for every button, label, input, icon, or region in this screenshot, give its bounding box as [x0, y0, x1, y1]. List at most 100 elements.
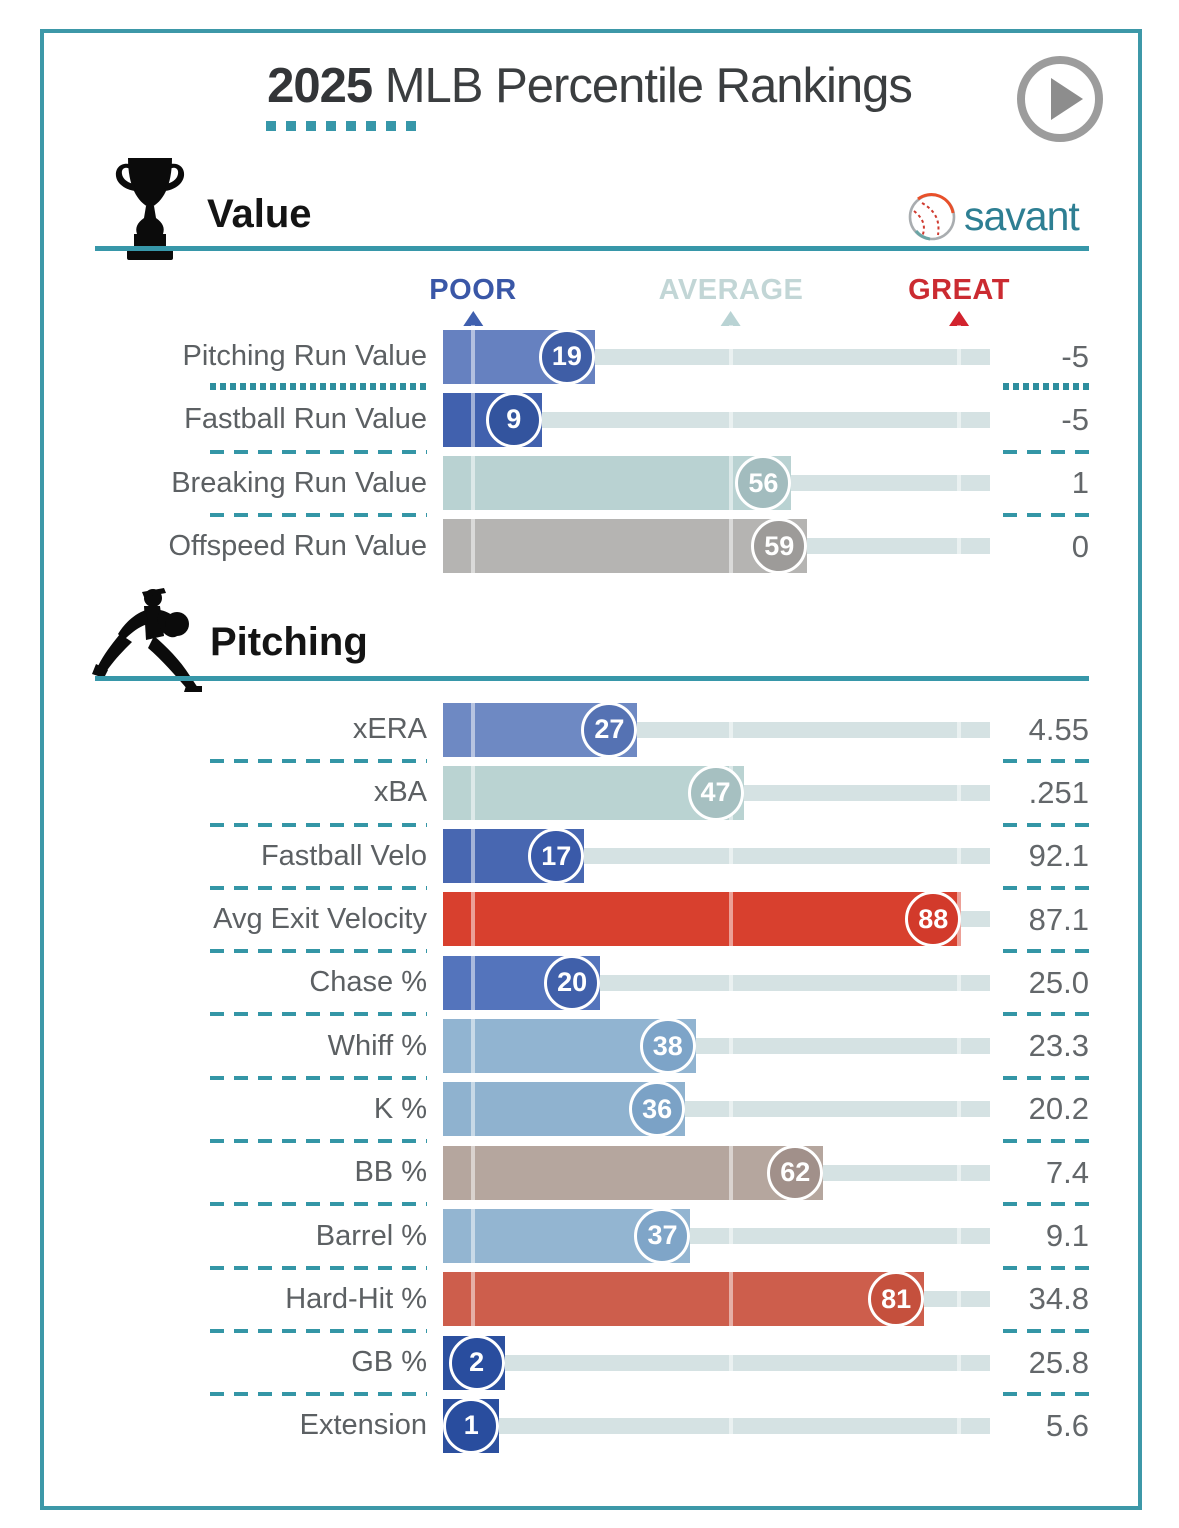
play-icon: [1051, 78, 1083, 120]
metric-value: .251: [1028, 774, 1089, 810]
row-divider: [1003, 1075, 1089, 1080]
pitching-section-rule: [95, 676, 1089, 681]
percentile-badge: 20: [544, 954, 601, 1011]
row-divider: [1003, 1328, 1089, 1333]
metric-row[interactable]: Extension 1 5.6: [0, 1394, 1179, 1458]
metric-row[interactable]: K % 36 20.2: [0, 1077, 1179, 1144]
row-divider: [1003, 383, 1089, 391]
metric-row[interactable]: Pitching Run Value 19 -5: [0, 325, 1179, 391]
metric-row[interactable]: BB % 62 7.4: [0, 1141, 1179, 1207]
play-button[interactable]: [1017, 56, 1103, 142]
percentile-badge: 2: [448, 1334, 505, 1391]
metric-row[interactable]: Avg Exit Velocity 88 87.1: [0, 887, 1179, 954]
percentile-chart: 2: [443, 1330, 990, 1395]
percentile-number: 47: [700, 777, 731, 808]
percentile-chart: 88: [443, 887, 990, 952]
percentile-bar: [443, 1272, 925, 1327]
metric-label: xBA: [373, 776, 427, 809]
great-triangle-icon: [948, 311, 969, 326]
metric-value: 5.6: [1045, 1407, 1089, 1443]
percentile-number: 9: [506, 404, 522, 435]
metric-label: Barrel %: [315, 1219, 427, 1252]
metric-label: xERA: [352, 713, 427, 746]
metric-value: 20.2: [1028, 1091, 1089, 1127]
metric-value: 23.3: [1028, 1028, 1089, 1064]
percentile-chart: 47: [443, 761, 990, 825]
savant-logo[interactable]: savant: [906, 191, 1096, 245]
metric-row[interactable]: Whiff % 38 23.3: [0, 1014, 1179, 1080]
row-divider: [1003, 1392, 1089, 1397]
poor-label: POOR: [429, 274, 517, 306]
percentile-chart: 20: [443, 951, 990, 1015]
percentile-number: 38: [652, 1030, 683, 1061]
metric-row[interactable]: Hard-Hit % 81 34.8: [0, 1267, 1179, 1333]
scale-marker-great: GREAT: [908, 274, 1010, 326]
poor-triangle-icon: [463, 311, 483, 326]
scale-marker-average: AVERAGE: [659, 274, 804, 326]
percentile-badge: 19: [538, 328, 595, 385]
percentile-chart: 17: [443, 824, 990, 888]
metric-row[interactable]: xBA 47 .251: [0, 761, 1179, 827]
metric-label: GB %: [351, 1346, 427, 1379]
metric-value: 9.1: [1045, 1218, 1089, 1254]
metric-label: BB %: [354, 1156, 427, 1189]
metric-row[interactable]: Chase % 20 25.0: [0, 951, 1179, 1017]
row-divider: [210, 1075, 427, 1080]
metric-value: 87.1: [1028, 901, 1089, 937]
percentile-badge: 36: [629, 1081, 686, 1138]
percentile-chart: 1: [443, 1394, 990, 1458]
row-divider: [210, 885, 427, 890]
percentile-number: 59: [764, 530, 795, 561]
metric-row[interactable]: Barrel % 37 9.1: [0, 1204, 1179, 1270]
metric-label: Whiff %: [327, 1029, 427, 1062]
percentile-chart: 81: [443, 1267, 990, 1331]
percentile-track: [443, 411, 990, 428]
metric-label: Hard-Hit %: [285, 1282, 427, 1315]
value-rows: Pitching Run Value 19 -5 Fastball Run Va…: [0, 325, 1179, 579]
percentile-badge: 9: [485, 391, 542, 448]
row-divider: [210, 1139, 427, 1144]
metric-label: Fastball Run Value: [184, 403, 427, 436]
percentile-badge: 27: [581, 701, 638, 758]
row-divider: [210, 1202, 427, 1207]
section-title-pitching: Pitching: [210, 620, 368, 664]
percentile-number: 62: [780, 1157, 811, 1188]
metric-label: Avg Exit Velocity: [213, 903, 427, 936]
percentile-chart: 62: [443, 1141, 990, 1205]
metric-row[interactable]: Breaking Run Value 56 1: [0, 451, 1179, 517]
percentile-number: 27: [594, 714, 625, 745]
metric-value: 7.4: [1045, 1154, 1089, 1190]
row-divider: [210, 1392, 427, 1397]
metric-label: Chase %: [309, 966, 427, 999]
title-underline-dots: [266, 121, 416, 131]
row-divider: [1003, 885, 1089, 890]
metric-label: Pitching Run Value: [182, 340, 427, 373]
row-divider: [1003, 449, 1089, 454]
percentile-badge: 59: [751, 518, 808, 575]
metric-label: Breaking Run Value: [171, 466, 427, 499]
metric-row[interactable]: Offspeed Run Value 59 0: [0, 514, 1179, 579]
percentile-badge: 62: [767, 1144, 824, 1201]
percentile-number: 20: [557, 967, 588, 998]
row-divider: [210, 1012, 427, 1017]
metric-label: Fastball Velo: [260, 839, 427, 872]
percentile-number: 19: [551, 341, 582, 372]
metric-row[interactable]: xERA 27 4.55: [0, 698, 1179, 764]
metric-value: -5: [1061, 401, 1089, 437]
row-divider: [210, 512, 427, 517]
percentile-chart: 36: [443, 1077, 990, 1142]
row-divider: [210, 822, 427, 827]
metric-value: 34.8: [1028, 1281, 1089, 1317]
metric-row[interactable]: Fastball Velo 17 92.1: [0, 824, 1179, 890]
scale-marker-poor: POOR: [429, 274, 516, 326]
row-divider: [1003, 1012, 1089, 1017]
metric-row[interactable]: GB % 2 25.8: [0, 1330, 1179, 1397]
percentile-bar: [443, 519, 808, 574]
row-divider: [210, 383, 427, 391]
metric-value: 25.8: [1028, 1344, 1089, 1380]
row-divider: [1003, 949, 1089, 954]
average-triangle-icon: [720, 311, 741, 326]
percentile-number: 37: [647, 1220, 678, 1251]
metric-row[interactable]: Fastball Run Value 9 -5: [0, 388, 1179, 454]
metric-label: Offspeed Run Value: [168, 530, 428, 563]
